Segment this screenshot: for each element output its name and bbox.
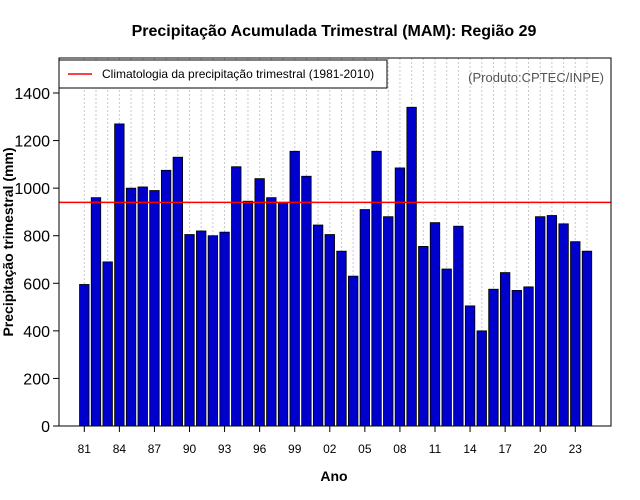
bar-2001 — [312, 224, 324, 427]
x-tick-label: 99 — [288, 442, 302, 456]
bar-2012 — [441, 268, 452, 427]
y-tick-label: 600 — [23, 276, 50, 293]
bar-1994 — [231, 166, 242, 427]
bar-1990 — [184, 234, 195, 427]
bar-1986 — [137, 186, 148, 427]
x-tick-label: 11 — [429, 442, 442, 456]
bar-2013 — [453, 225, 464, 427]
bar-2009 — [406, 106, 417, 427]
bar-2023 — [570, 241, 581, 427]
bar-2011 — [429, 222, 441, 427]
bar-1989 — [172, 156, 183, 427]
grid-lines — [83, 58, 588, 426]
y-axis: 0 200 400 600 800 1000 1200 1400 — [14, 86, 59, 436]
x-tick-label: 02 — [323, 442, 337, 456]
x-tick-label: 81 — [78, 442, 92, 456]
bar-2024 — [581, 250, 593, 427]
bar-1995 — [242, 200, 254, 427]
bar-2018 — [511, 290, 522, 427]
legend-label: Climatologia da precipitação trimestral … — [102, 67, 374, 81]
product-note: (Produto:CPTEC/INPE) — [468, 70, 604, 85]
x-tick-label: 14 — [463, 442, 477, 456]
x-tick-label: 96 — [253, 442, 267, 456]
y-tick-label: 400 — [23, 324, 50, 341]
bar-2020 — [535, 216, 546, 427]
bar-1991 — [196, 230, 207, 427]
bar-2021 — [546, 215, 558, 427]
y-tick-label: 0 — [41, 419, 50, 436]
bar-2002 — [324, 234, 335, 427]
y-tick-label: 800 — [23, 229, 50, 246]
bar-2022 — [558, 223, 569, 427]
bar-2004 — [348, 275, 359, 427]
bar-2010 — [418, 246, 429, 427]
bar-1992 — [207, 235, 219, 427]
y-axis-label: Precipitação trimestral (mm) — [0, 147, 16, 336]
bar-2019 — [523, 286, 534, 427]
bar-2014 — [464, 305, 476, 427]
bar-1997 — [266, 197, 277, 427]
x-tick-label: 84 — [113, 442, 127, 456]
bar-1983 — [102, 261, 113, 427]
bar-2005 — [359, 209, 371, 427]
x-tick-label: 90 — [183, 442, 197, 456]
bar-2003 — [336, 250, 347, 427]
bar-1982 — [90, 197, 102, 427]
x-tick-label: 23 — [569, 442, 583, 456]
x-tick-label: 08 — [393, 442, 407, 456]
bar-1985 — [125, 187, 137, 427]
legend: Climatologia da precipitação trimestral … — [58, 59, 388, 89]
chart-title: Precipitação Acumulada Trimestral (MAM):… — [132, 23, 537, 40]
y-tick-label: 1000 — [14, 181, 50, 198]
x-tick-label: 20 — [534, 442, 548, 456]
bar-2015 — [476, 330, 487, 427]
bar-2007 — [383, 216, 394, 427]
bar-1996 — [254, 178, 265, 427]
bar-2000 — [301, 175, 312, 427]
y-tick-label: 200 — [23, 371, 50, 388]
bar-1984 — [114, 123, 125, 427]
bar-1988 — [160, 169, 172, 427]
x-axis-label: Ano — [320, 468, 347, 484]
bar-2017 — [499, 272, 511, 427]
bars — [79, 106, 593, 427]
y-tick-label: 1200 — [14, 134, 50, 151]
bar-1981 — [79, 284, 90, 427]
x-tick-label: 17 — [498, 442, 512, 456]
plot-frame — [58, 57, 612, 427]
bar-2006 — [371, 150, 382, 427]
x-tick-label: 05 — [358, 442, 372, 456]
bar-2008 — [394, 167, 406, 427]
bar-1993 — [219, 231, 230, 427]
bar-1999 — [289, 150, 300, 427]
bar-2016 — [488, 288, 499, 427]
y-tick-label: 1400 — [14, 86, 50, 103]
bar-1987 — [149, 190, 160, 427]
x-tick-label: 93 — [218, 442, 232, 456]
legend-box — [58, 59, 388, 89]
bar-1998 — [277, 202, 289, 427]
x-tick-label: 87 — [148, 442, 162, 456]
x-axis: 81 84 87 90 93 96 99 02 05 08 11 14 17 20 23 — [78, 426, 583, 456]
